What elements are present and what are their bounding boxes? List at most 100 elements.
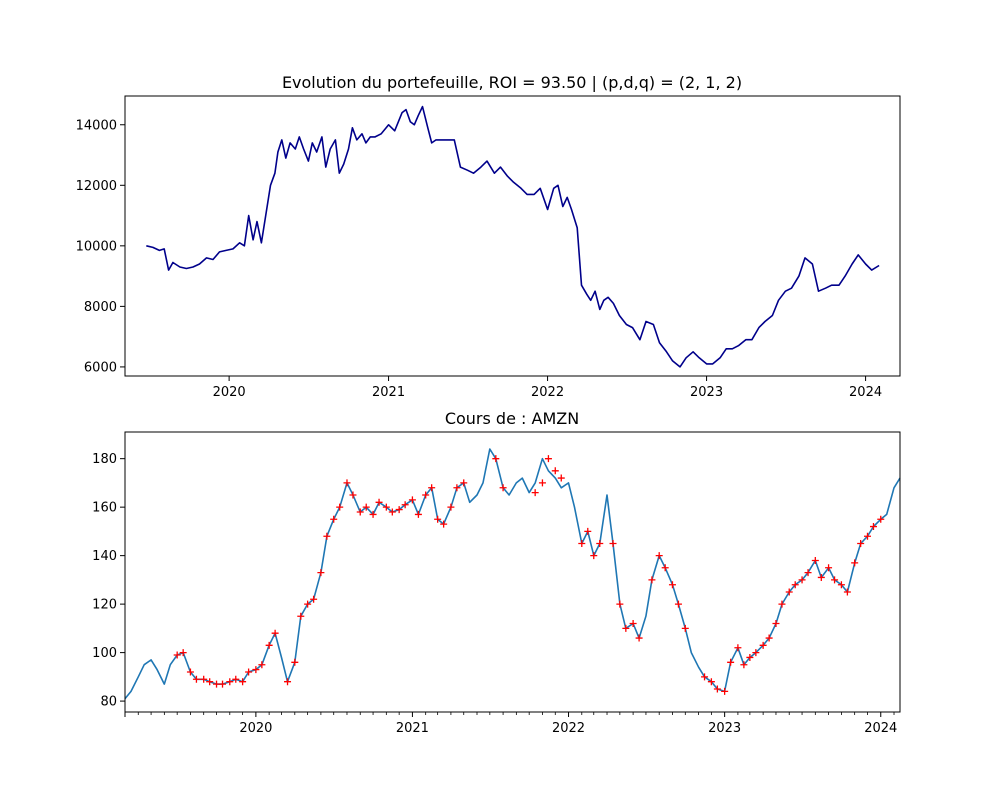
trade-marker xyxy=(362,503,370,511)
x-tick-label: 2022 xyxy=(552,721,585,736)
trade-marker xyxy=(629,620,637,628)
trade-marker xyxy=(707,678,715,686)
price-x-ticks: 2020 2021 2022 2023 2024 xyxy=(124,712,897,736)
trade-marker xyxy=(661,564,669,572)
trade-marker xyxy=(837,581,845,589)
trade-marker xyxy=(851,559,859,567)
y-tick-label: 180 xyxy=(92,452,117,467)
trade-marker xyxy=(382,503,390,511)
trade-marker xyxy=(584,527,592,535)
trade-marker xyxy=(447,503,455,511)
trade-marker xyxy=(239,678,247,686)
trade-marker xyxy=(317,569,325,577)
trade-marker xyxy=(310,595,318,603)
trade-marker xyxy=(811,556,819,564)
trade-marker xyxy=(349,491,357,499)
x-tick-label: 2020 xyxy=(213,385,246,400)
trade-marker xyxy=(857,540,865,548)
trade-marker xyxy=(668,581,676,589)
trade-marker xyxy=(752,649,760,657)
x-tick-label: 2021 xyxy=(396,721,429,736)
price-axes-frame xyxy=(124,431,901,713)
trade-marker xyxy=(746,653,754,661)
trade-marker xyxy=(804,569,812,577)
x-tick-label: 2022 xyxy=(531,385,564,400)
trade-marker xyxy=(330,515,338,523)
trade-marker xyxy=(252,666,260,674)
trade-marker xyxy=(778,600,786,608)
trade-marker xyxy=(453,484,461,492)
portfolio-plot-area xyxy=(146,105,880,368)
trade-marker xyxy=(551,467,559,475)
trade-marker xyxy=(791,581,799,589)
x-tick-label: 2020 xyxy=(239,721,272,736)
trade-marker xyxy=(258,661,266,669)
trade-marker xyxy=(759,641,767,649)
trade-marker xyxy=(713,685,721,693)
portfolio-x-ticks: 2020 2021 2022 2023 2024 xyxy=(213,376,882,400)
trade-marker xyxy=(336,503,344,511)
trade-marker xyxy=(265,641,273,649)
y-tick-label: 140 xyxy=(92,549,117,564)
trade-marker xyxy=(388,508,396,516)
trade-marker xyxy=(226,678,234,686)
y-tick-label: 14000 xyxy=(76,118,117,133)
trade-marker xyxy=(375,498,383,506)
trade-marker xyxy=(869,523,877,531)
trade-marker xyxy=(531,489,539,497)
trade-marker xyxy=(831,576,839,584)
trade-marker xyxy=(578,540,586,548)
price-chart: Cours de : AMZN 2020 2021 2022 2023 2024 80 1… xyxy=(92,409,901,736)
trade-marker xyxy=(681,624,689,632)
y-tick-label: 6000 xyxy=(84,360,117,375)
trade-marker xyxy=(428,484,436,492)
x-tick-label: 2023 xyxy=(690,385,723,400)
price-y-ticks: 80 100 120 140 160 180 xyxy=(92,452,125,710)
trade-marker xyxy=(648,576,656,584)
y-tick-label: 100 xyxy=(92,646,117,661)
trade-marker xyxy=(655,552,663,560)
portfolio-axes-frame xyxy=(124,95,901,377)
trade-marker xyxy=(460,479,468,487)
y-tick-label: 80 xyxy=(100,695,117,710)
portfolio-y-ticks: 6000 8000 10000 12000 14000 xyxy=(76,118,125,375)
trade-marker xyxy=(422,491,430,499)
trade-markers xyxy=(173,455,885,695)
trade-marker xyxy=(544,455,552,463)
trade-marker xyxy=(440,520,448,528)
trade-marker xyxy=(557,474,565,482)
trade-marker xyxy=(843,588,851,596)
trade-marker xyxy=(674,600,682,608)
trade-marker xyxy=(284,678,292,686)
trade-marker xyxy=(798,576,806,584)
trade-marker xyxy=(356,508,364,516)
x-tick-label: 2024 xyxy=(849,385,882,400)
trade-marker xyxy=(271,629,279,637)
trade-marker xyxy=(369,510,377,518)
trade-marker xyxy=(232,675,240,683)
x-tick-label: 2023 xyxy=(708,721,741,736)
series-line xyxy=(146,105,880,368)
trade-marker xyxy=(609,540,617,548)
x-tick-label: 2024 xyxy=(864,721,897,736)
trade-marker xyxy=(765,634,773,642)
trade-marker xyxy=(590,552,598,560)
x-tick-label: 2021 xyxy=(372,385,405,400)
trade-marker xyxy=(721,687,729,695)
trade-marker xyxy=(863,532,871,540)
trade-marker xyxy=(727,658,735,666)
trade-marker xyxy=(492,455,500,463)
y-tick-label: 160 xyxy=(92,501,117,516)
trade-marker xyxy=(179,649,187,657)
trade-marker xyxy=(401,501,409,509)
trade-marker xyxy=(740,661,748,669)
trade-marker xyxy=(622,624,630,632)
trade-marker xyxy=(817,573,825,581)
trade-marker xyxy=(616,600,624,608)
trade-marker xyxy=(173,651,181,659)
trade-marker xyxy=(538,479,546,487)
portfolio-chart-title: Evolution du portefeuille, ROI = 93.50 |… xyxy=(282,73,742,92)
trade-marker xyxy=(414,510,422,518)
trade-marker xyxy=(635,634,643,642)
